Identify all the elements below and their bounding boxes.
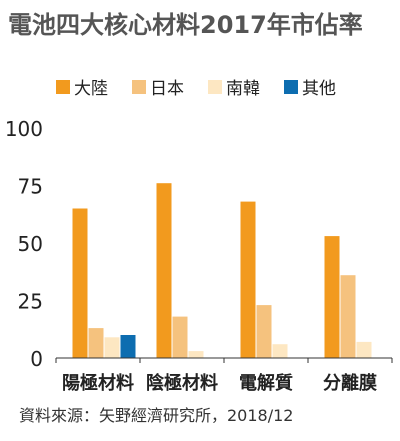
bar-0-1 [88, 328, 104, 358]
y-tick-label-2: 50 [18, 232, 43, 256]
bar-0-2 [104, 337, 120, 358]
bar-1-0 [156, 183, 172, 358]
bar-2-2 [272, 344, 288, 358]
bar-0-3 [120, 335, 136, 358]
legend: 大陸 日本 南韓 其他 [56, 74, 336, 99]
y-tick-label-1: 25 [18, 290, 43, 314]
bar-2-0 [240, 201, 256, 358]
bar-3-0 [324, 236, 340, 358]
legend-item-series-0: 大陸 [56, 74, 108, 99]
y-tick-label-3: 75 [18, 175, 43, 199]
legend-label-series-1: 日本 [150, 79, 184, 99]
bar-0-0 [72, 208, 88, 358]
x-tick-label-1: 陰極材料 [146, 372, 218, 394]
legend-swatch-series-3 [284, 79, 298, 94]
bar-3-1 [340, 275, 356, 358]
legend-label-series-2: 南韓 [226, 79, 260, 99]
legend-label-series-0: 大陸 [74, 79, 108, 99]
chart-title: 電池四大核心材料2017年市佔率 [8, 11, 363, 39]
x-tick-label-3: 分離膜 [323, 372, 377, 394]
x-tick-label-0: 陽極材料 [62, 372, 134, 394]
y-tick-label-4: 100 [5, 117, 43, 141]
x-tick-label-2: 電解質 [239, 372, 293, 394]
legend-swatch-series-2 [208, 79, 222, 94]
bar-3-2 [356, 341, 372, 358]
bar-1-2 [188, 351, 204, 358]
legend-swatch-series-0 [56, 79, 70, 94]
y-tick-label-0: 0 [30, 347, 43, 371]
bar-2-1 [256, 305, 272, 358]
legend-item-series-3: 其他 [284, 74, 336, 99]
legend-item-series-1: 日本 [132, 74, 184, 99]
source-note: 資料來源：矢野經濟研究所，2018/12 [19, 406, 294, 425]
legend-item-series-2: 南韓 [208, 74, 260, 99]
legend-label-series-3: 其他 [302, 79, 336, 99]
legend-swatch-series-1 [132, 79, 146, 94]
bar-1-1 [172, 316, 188, 358]
